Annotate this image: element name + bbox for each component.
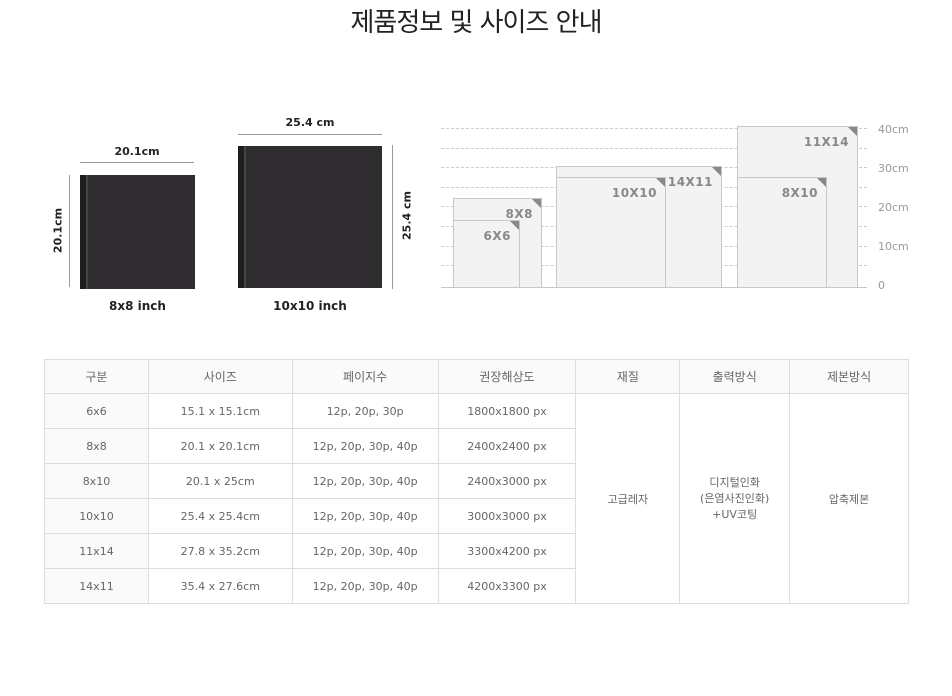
table-row: 11x14 27.8 x 35.2cm 12p, 20p, 30p, 40p 3… (44, 533, 909, 569)
y-tick: 30cm (878, 162, 909, 175)
header-cell: 권장해상도 (437, 359, 577, 394)
cell-size-name: 6x6 (44, 393, 149, 429)
album-10x10-image (238, 146, 382, 288)
cell-size-name: 14x11 (44, 568, 149, 604)
cell-size-name: 8x8 (44, 428, 149, 464)
album-10x10-height-label: 25.4 cm (400, 191, 414, 240)
table-row: 8x8 20.1 x 20.1cm 12p, 20p, 30p, 40p 240… (44, 428, 909, 464)
album-10x10-caption: 10x10 inch (273, 299, 347, 313)
size-box-10x10: 10X10 (556, 177, 666, 287)
album-8x8-height-label: 20.1cm (51, 207, 65, 254)
cell-dimensions: 25.4 x 25.4cm (147, 498, 293, 534)
header-cell: 페이지수 (291, 359, 439, 394)
cell-dimensions: 20.1 x 20.1cm (147, 428, 293, 464)
size-box-6x6: 6X6 (453, 220, 520, 287)
cell-material: 고급레자 (575, 393, 681, 604)
size-label: 10X10 (611, 186, 657, 200)
cell-resolution: 2400x3000 px (437, 463, 577, 499)
table-header-row: 구분 사이즈 페이지수 권장해상도 재질 출력방식 제본방식 (44, 359, 909, 394)
table-row: 10x10 25.4 x 25.4cm 12p, 20p, 30p, 40p 3… (44, 498, 909, 534)
size-label: 8X10 (781, 186, 818, 200)
cell-binding: 압축제본 (789, 393, 909, 604)
cell-resolution: 3300x4200 px (437, 533, 577, 569)
cell-print-method: 디지털인화 (은염사진인화) +UV코팅 (679, 393, 791, 604)
y-tick: 10cm (878, 240, 909, 253)
album-10x10-width-label: 25.4 cm (285, 116, 335, 129)
header-cell: 출력방식 (679, 359, 791, 394)
cell-resolution: 4200x3300 px (437, 568, 577, 604)
width-dimension-line (238, 134, 382, 135)
cell-pages: 12p, 20p, 30p (291, 393, 439, 429)
album-8x8-image (80, 175, 195, 289)
y-tick: 40cm (878, 123, 909, 136)
cell-dimensions: 15.1 x 15.1cm (147, 393, 293, 429)
size-box-8x10: 8X10 (737, 177, 827, 287)
header-cell: 제본방식 (789, 359, 909, 394)
cell-pages: 12p, 20p, 30p, 40p (291, 498, 439, 534)
header-cell: 재질 (575, 359, 681, 394)
cell-resolution: 3000x3000 px (437, 498, 577, 534)
cell-pages: 12p, 20p, 30p, 40p (291, 533, 439, 569)
size-label: 8X8 (505, 207, 533, 221)
cell-pages: 12p, 20p, 30p, 40p (291, 428, 439, 464)
cell-size-name: 10x10 (44, 498, 149, 534)
album-8x8-width-label: 20.1cm (114, 145, 160, 158)
size-label: 11X14 (803, 135, 849, 149)
cell-dimensions: 35.4 x 27.6cm (147, 568, 293, 604)
y-tick: 0 (878, 279, 885, 292)
header-cell: 구분 (44, 359, 149, 394)
gridline (441, 128, 867, 129)
table-row: 6x6 15.1 x 15.1cm 12p, 20p, 30p 1800x180… (44, 393, 909, 604)
size-label: 6X6 (483, 229, 511, 243)
cell-dimensions: 27.8 x 35.2cm (147, 533, 293, 569)
width-dimension-line (80, 162, 194, 163)
cell-dimensions: 20.1 x 25cm (147, 463, 293, 499)
album-8x8-caption: 8x8 inch (109, 299, 166, 313)
cell-pages: 12p, 20p, 30p, 40p (291, 568, 439, 604)
header-cell: 사이즈 (147, 359, 293, 394)
cell-pages: 12p, 20p, 30p, 40p (291, 463, 439, 499)
height-dimension-line (69, 175, 70, 287)
size-label: 14X11 (667, 175, 713, 189)
print-method-line: (은염사진인화) (700, 491, 770, 505)
product-spec-table: 구분 사이즈 페이지수 권장해상도 재질 출력방식 제본방식 6x6 15.1 … (44, 359, 909, 604)
y-tick: 20cm (878, 201, 909, 214)
cell-size-name: 8x10 (44, 463, 149, 499)
cell-resolution: 2400x2400 px (437, 428, 577, 464)
table-row: 14x11 35.4 x 27.6cm 12p, 20p, 30p, 40p 4… (44, 568, 909, 604)
baseline (441, 287, 867, 288)
cell-resolution: 1800x1800 px (437, 393, 577, 429)
height-dimension-line (392, 145, 393, 289)
cell-size-name: 11x14 (44, 533, 149, 569)
page-title: 제품정보 및 사이즈 안내 (350, 8, 603, 38)
print-method-line: 디지털인화 (709, 475, 760, 489)
print-method-line: +UV코팅 (712, 507, 758, 521)
gridline (441, 148, 867, 149)
